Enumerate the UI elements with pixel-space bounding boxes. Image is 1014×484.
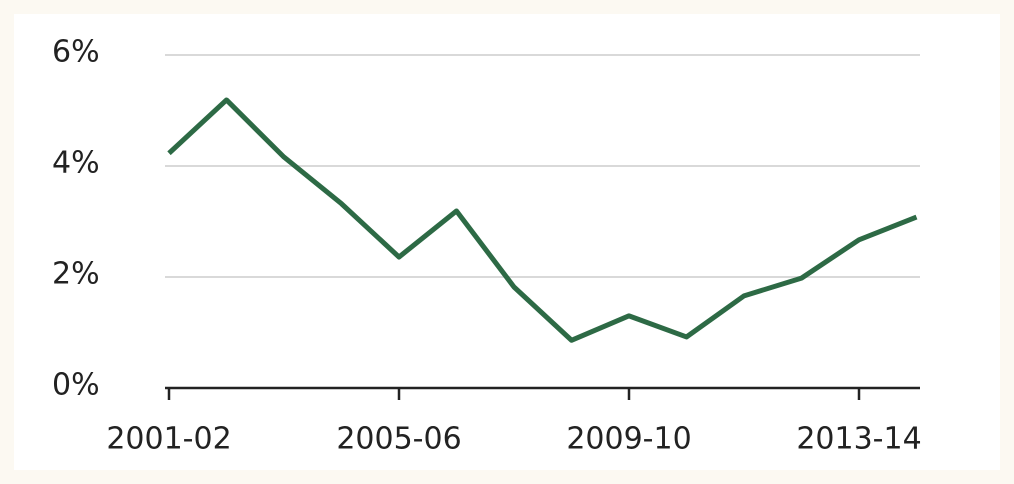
y-tick-label: 4% [52,146,100,181]
x-tick-label: 2013-14 [796,422,921,457]
x-tick-label: 2005-06 [336,422,461,457]
y-tick-label: 2% [52,257,100,292]
y-tick-label: 0% [52,368,100,403]
x-tick-label: 2001-02 [106,422,231,457]
y-tick-label: 6% [52,35,100,70]
panel [14,14,1000,470]
x-tick-label: 2009-10 [566,422,691,457]
series-line [167,97,918,343]
